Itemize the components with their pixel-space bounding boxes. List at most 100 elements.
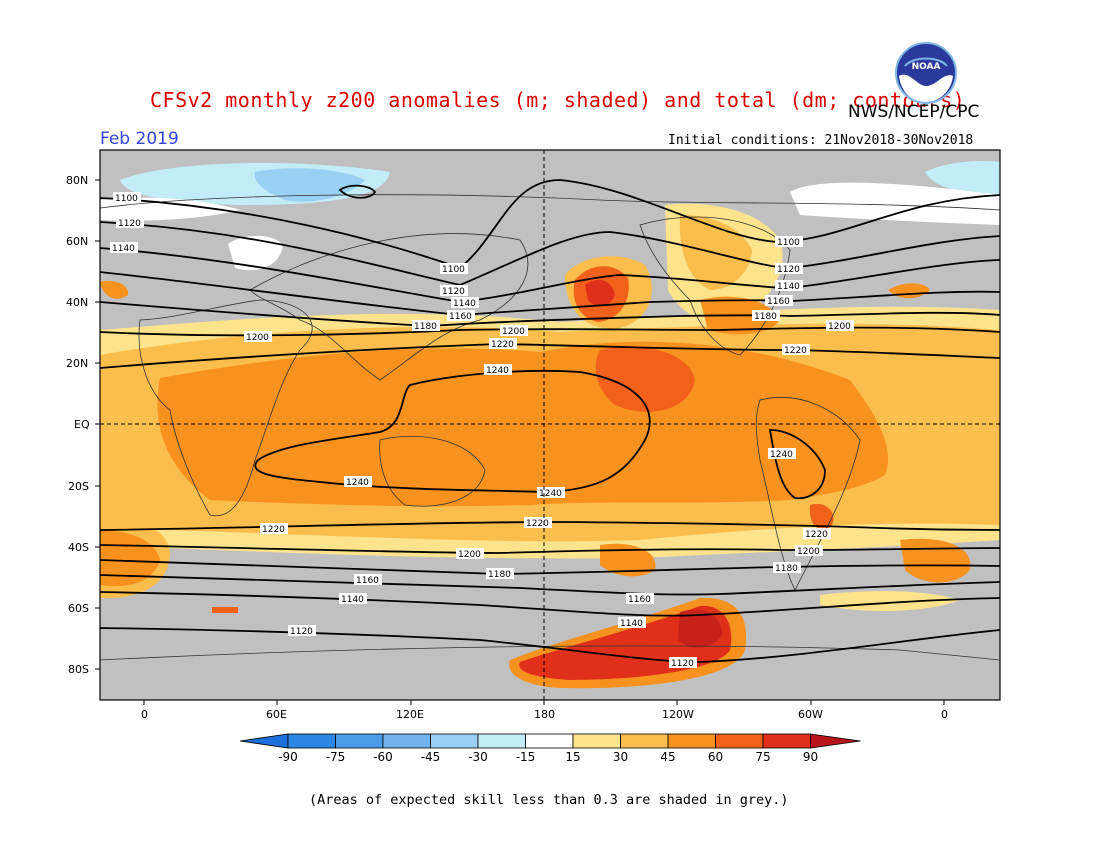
contour-1140-south: [100, 591, 1000, 617]
colorbar-label: 45: [660, 750, 675, 764]
contour-label: 1240: [539, 489, 562, 499]
contour-arctic-low: [338, 184, 377, 199]
contour-label: 1120: [671, 659, 694, 669]
contour-1160: [100, 271, 1000, 316]
colorbar-label: 75: [755, 750, 770, 764]
anomaly-region-75-samerica: [809, 503, 834, 530]
lat-label: 60N: [66, 235, 88, 248]
colorbar-arrow-right: [810, 733, 861, 749]
lat-label: EQ: [74, 418, 90, 431]
contour-label: 1100: [442, 265, 465, 275]
colorbar-box: [525, 733, 574, 749]
colorbar-box: [382, 733, 431, 749]
contour-label: 1220: [491, 340, 514, 350]
lon-label: 180: [534, 708, 555, 721]
lon-ticks: [143, 700, 945, 705]
colorbar-box: [287, 733, 336, 749]
lat-label: 80N: [66, 174, 88, 187]
contour-label: 1200: [828, 322, 851, 332]
colorbar-arrow-left: [239, 733, 289, 749]
contour-label: 1160: [628, 595, 651, 605]
colorbar-label: -75: [326, 750, 346, 764]
lon-label: 60W: [798, 708, 823, 721]
colorbar-label: 30: [613, 750, 628, 764]
contour-label: 1220: [526, 519, 549, 529]
anomaly-region-south-pacific: [600, 543, 656, 577]
colorbar-box: [667, 733, 716, 749]
contour-label: 1160: [356, 576, 379, 586]
lat-label: 20S: [68, 480, 89, 493]
anomaly-region-west-africa: [100, 280, 129, 299]
anomaly-region-antarctic-90: [678, 609, 722, 648]
contour-label: 1140: [112, 244, 135, 254]
contour-label: 1180: [488, 570, 511, 580]
contour-1120: [100, 221, 1000, 286]
contour-label: 1180: [775, 564, 798, 574]
contour-label: 1100: [777, 238, 800, 248]
contour-label: 1140: [341, 595, 364, 605]
contour-label: 1220: [784, 346, 807, 356]
initial-conditions: Initial conditions: 21Nov2018-30Nov2018: [668, 133, 974, 148]
lat-label: 40N: [66, 296, 88, 309]
lat-label: 20N: [66, 357, 88, 370]
contour-label: 1180: [754, 312, 777, 322]
lon-label: 60E: [266, 708, 287, 721]
colorbar-box: [477, 733, 526, 749]
forecast-month: Feb 2019: [100, 129, 179, 149]
lat-ticks: [95, 179, 100, 670]
contour-label: 1120: [290, 627, 313, 637]
anomaly-region-south-atlantic: [820, 591, 960, 612]
colorbar-box: [335, 733, 384, 749]
anomaly-region-75-pacific: [595, 346, 695, 412]
noaa-logo: NOAA: [895, 42, 957, 104]
colorbar-box: [620, 733, 669, 749]
contour-1100: [100, 179, 1000, 270]
contour-label: 1240: [770, 450, 793, 460]
colorbar-label: -45: [421, 750, 441, 764]
colorbar-label: -60: [373, 750, 393, 764]
lat-label: 60S: [68, 602, 89, 615]
contour-label: 1240: [486, 366, 509, 376]
map-field: [100, 150, 1000, 700]
lat-labels: 80N 60N 40N 20N EQ 20S 40S 60S 80S: [66, 174, 90, 676]
contour-1120-south: [100, 627, 1000, 663]
colorbar-box: [715, 733, 764, 749]
anomaly-region-arctic-neg15-east: [925, 161, 1000, 195]
colorbar-box: [430, 733, 479, 749]
colorbar: -90 -75 -60 -45 -30 -15 15 30 45 60 75 90: [239, 733, 861, 764]
colorbar-label: 15: [565, 750, 580, 764]
anomaly-region-npacific-75: [585, 279, 615, 307]
contour-label: 1220: [805, 530, 828, 540]
contour-1140: [100, 247, 1000, 303]
contour-1180-south: [100, 559, 1000, 575]
lon-label: 120W: [662, 708, 694, 721]
map-frame: [99, 149, 1001, 701]
colorbar-label: -30: [468, 750, 488, 764]
lon-label: 0: [941, 708, 948, 721]
skill-footnote: (Areas of expected skill less than 0.3 a…: [309, 792, 789, 808]
contour-label: 1120: [777, 265, 800, 275]
lon-label: 0: [141, 708, 148, 721]
contour-label: 1200: [797, 547, 820, 557]
contour-label: 1140: [620, 619, 643, 629]
logo-text: NOAA: [912, 62, 941, 72]
contour-1200-south: [100, 544, 1000, 554]
contour-label: 1120: [442, 287, 465, 297]
contour-label: 1200: [246, 333, 269, 343]
neutral-region-arctic-west: [100, 197, 240, 221]
contour-label: 1140: [777, 282, 800, 292]
colorbar-label: 90: [803, 750, 818, 764]
contour-1160-south: [100, 574, 1000, 596]
contour-label: 1200: [458, 550, 481, 560]
neutral-region-siberia: [228, 235, 283, 271]
contour-label: 1100: [115, 194, 138, 204]
contour-label: 1240: [346, 478, 369, 488]
lat-label: 80S: [68, 663, 89, 676]
neutral-region-greenland: [790, 182, 1000, 225]
colorbar-label: -90: [278, 750, 298, 764]
contour-label: 1200: [502, 327, 525, 337]
colorbar-label: 60: [708, 750, 723, 764]
contour-1220: [100, 343, 1000, 369]
contour-labels: 1100 1120 1140 1100 1120 1140 1160 1180 …: [110, 192, 854, 669]
